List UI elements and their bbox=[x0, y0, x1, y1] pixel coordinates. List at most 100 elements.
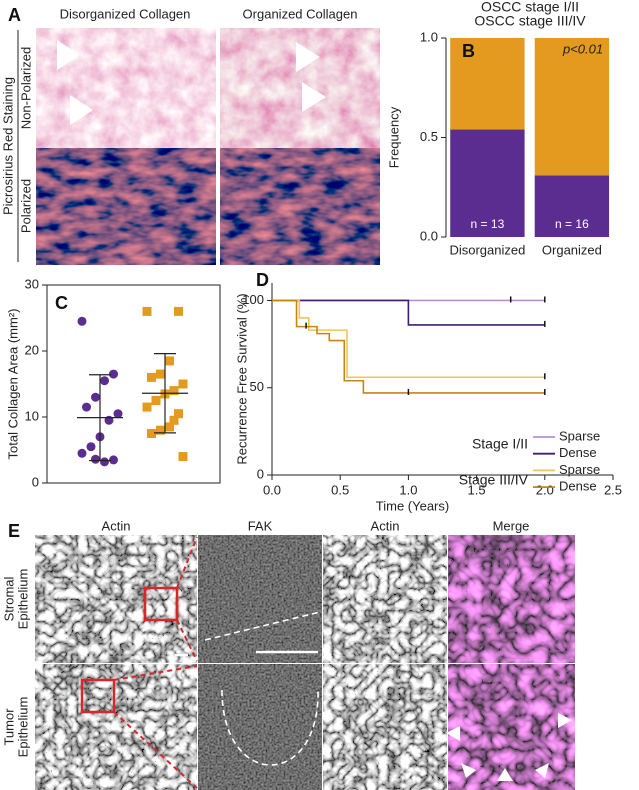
image bbox=[35, 664, 197, 790]
image bbox=[35, 535, 197, 663]
y-tick-label: 1.0 bbox=[420, 29, 438, 44]
x-tick-label: 2.5 bbox=[604, 482, 622, 497]
point bbox=[169, 386, 179, 396]
point bbox=[174, 409, 183, 419]
y-tick-label: 10 bbox=[25, 408, 39, 423]
row-title: Stromal bbox=[1, 576, 16, 621]
panel-e bbox=[35, 535, 575, 790]
point bbox=[151, 396, 161, 405]
y-tick-label: 30 bbox=[25, 276, 39, 291]
side-title: Picrosirius Red Staining bbox=[0, 77, 15, 215]
x-tick-label: 1.5 bbox=[468, 482, 486, 497]
panel-label: D bbox=[256, 270, 269, 290]
x-tick-label: Organized bbox=[542, 242, 602, 257]
y-tick-label: 0 bbox=[257, 466, 264, 481]
image bbox=[323, 664, 447, 790]
y-tick-label: 50 bbox=[250, 379, 264, 394]
point bbox=[178, 379, 188, 389]
legend-entry: Sparse bbox=[559, 428, 600, 443]
image bbox=[448, 535, 575, 663]
plot-frame bbox=[46, 284, 221, 484]
image bbox=[323, 535, 447, 663]
y-axis-label: Total Collagen Area (mm²) bbox=[5, 309, 20, 460]
row-title: Non-Polarized bbox=[18, 47, 33, 129]
point bbox=[113, 409, 123, 419]
point bbox=[147, 429, 156, 438]
x-axis-label: Time (Years) bbox=[376, 498, 449, 513]
y-axis-label: Frequency bbox=[386, 106, 401, 168]
y-tick-label: 0 bbox=[32, 474, 39, 489]
point bbox=[156, 369, 165, 379]
point bbox=[91, 392, 100, 402]
row-title: Epithelium bbox=[15, 697, 30, 758]
y-axis-label: Recurrence Free Survival (%) bbox=[234, 293, 249, 464]
panel-label: A bbox=[8, 5, 21, 25]
panel-label: B bbox=[462, 41, 475, 61]
bar-segment bbox=[450, 38, 525, 130]
legend-entry: OSCC stage III/IV bbox=[474, 13, 586, 29]
point bbox=[165, 422, 174, 432]
arrowheads bbox=[446, 713, 572, 781]
x-tick-label: Disorganized bbox=[449, 242, 525, 257]
x-tick-label: 2.0 bbox=[536, 482, 554, 497]
legend-entry: Dense bbox=[559, 479, 597, 494]
point bbox=[100, 457, 109, 467]
column-title: Disorganized Collagen bbox=[60, 6, 191, 21]
point bbox=[178, 452, 188, 462]
column-title: Organized Collagen bbox=[243, 6, 358, 21]
legend-group: Stage III/IV bbox=[459, 472, 529, 488]
legend-entry: OSCC stage I/II bbox=[481, 0, 579, 15]
point bbox=[86, 442, 96, 452]
point bbox=[142, 402, 152, 412]
point bbox=[174, 306, 183, 316]
column-title: Actin bbox=[102, 518, 131, 533]
value-label: n = 13 bbox=[471, 217, 505, 231]
legend-entry: Dense bbox=[559, 445, 597, 460]
x-tick-label: 0.0 bbox=[263, 482, 281, 497]
bar-segment bbox=[534, 175, 610, 237]
bar-segment bbox=[534, 38, 610, 176]
point bbox=[77, 316, 87, 326]
zoom-box bbox=[143, 586, 179, 622]
legend-entry: Sparse bbox=[559, 462, 600, 477]
y-tick-label: 100 bbox=[242, 292, 264, 307]
legend-group: Stage I/II bbox=[472, 436, 528, 452]
point bbox=[109, 369, 118, 379]
panel-label: E bbox=[8, 521, 20, 541]
line bbox=[272, 299, 545, 394]
value-label: n = 16 bbox=[555, 217, 589, 231]
image bbox=[198, 664, 322, 790]
line bbox=[272, 299, 545, 379]
x-tick-label: 0.5 bbox=[331, 482, 349, 497]
boundary bbox=[204, 611, 321, 766]
arrowheads bbox=[57, 40, 326, 125]
bar-segment bbox=[450, 129, 525, 237]
y-tick-label: 0.5 bbox=[420, 129, 438, 144]
column-title: FAK bbox=[248, 518, 273, 533]
point bbox=[147, 372, 156, 382]
y-tick-label: 20 bbox=[25, 342, 39, 357]
column-title: Merge bbox=[493, 518, 530, 533]
point bbox=[165, 356, 174, 366]
point bbox=[142, 306, 152, 316]
x-tick-label: 1.0 bbox=[399, 482, 417, 497]
row-title: Tumor bbox=[1, 708, 16, 746]
point bbox=[77, 448, 87, 458]
image bbox=[198, 535, 322, 663]
point bbox=[82, 402, 91, 412]
point bbox=[169, 415, 179, 425]
point bbox=[91, 454, 100, 464]
point bbox=[109, 455, 118, 465]
annotation: p<0.01 bbox=[562, 41, 603, 56]
panel-label: C bbox=[55, 293, 68, 313]
point bbox=[156, 425, 165, 435]
zoom-lines bbox=[113, 536, 198, 789]
image bbox=[220, 148, 380, 265]
zoom-box bbox=[80, 678, 116, 714]
y-tick-label: 0.0 bbox=[420, 228, 438, 243]
point bbox=[100, 376, 109, 386]
row-title: Epithelium bbox=[15, 569, 30, 630]
row-title: Polarized bbox=[18, 179, 33, 233]
column-title: Actin bbox=[371, 518, 400, 533]
